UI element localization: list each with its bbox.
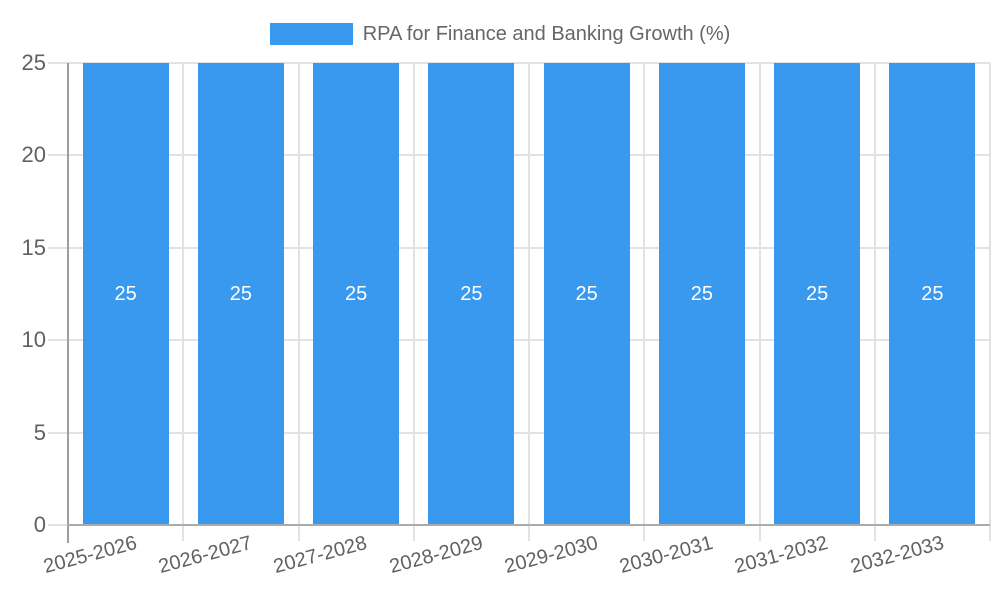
bar-value-label: 25: [921, 282, 944, 305]
gridline-vertical: [182, 63, 185, 541]
bar: 25: [82, 63, 169, 525]
y-axis-tick-label: 10: [21, 327, 46, 353]
gridline-vertical: [643, 63, 646, 541]
y-axis-tick-label: 20: [21, 142, 46, 168]
bar: 25: [428, 63, 515, 525]
bar-value-label: 25: [806, 282, 829, 305]
legend: RPA for Finance and Banking Growth (%): [0, 21, 1000, 47]
gridline-horizontal: [48, 431, 990, 434]
x-axis-tick-label: 2032-2033: [847, 532, 947, 579]
gridline-vertical: [297, 63, 300, 541]
x-axis-line: [67, 524, 990, 526]
bar: 25: [889, 63, 976, 525]
bar-value-label: 25: [460, 282, 483, 305]
bar: 25: [543, 63, 630, 525]
gridline-vertical: [758, 63, 761, 541]
x-axis-tick-label: 2028-2029: [386, 532, 486, 579]
gridline-vertical: [528, 63, 530, 541]
bar-value-label: 25: [575, 282, 598, 305]
gridline-vertical: [989, 63, 991, 541]
y-axis-tick-label: 5: [33, 419, 46, 445]
x-axis-tick-label: 2031-2032: [732, 532, 831, 579]
bar-value-label: 25: [345, 282, 368, 305]
gridline-horizontal: [48, 246, 990, 249]
bar-value-label: 25: [690, 282, 713, 305]
legend-label: RPA for Finance and Banking Growth (%): [362, 22, 731, 45]
gridline-horizontal: [48, 154, 990, 157]
x-axis-tick-label: 2029-2030: [502, 532, 601, 579]
x-axis-tick-label: 2027-2028: [271, 532, 370, 579]
bar: 25: [313, 63, 400, 525]
bar: 25: [774, 63, 861, 525]
y-axis-line: [67, 63, 69, 543]
gridline-vertical: [873, 63, 876, 541]
bar: 25: [197, 63, 284, 525]
gridline-horizontal: [48, 339, 990, 342]
x-axis-tick-label: 2026-2027: [156, 532, 255, 579]
y-axis-tick-label: 15: [21, 234, 46, 260]
bar: 25: [658, 63, 745, 525]
bar-value-label: 25: [114, 282, 137, 305]
y-axis-tick-label: 0: [33, 512, 46, 537]
x-axis-tick-label: 2030-2031: [617, 532, 716, 579]
legend-swatch: [269, 23, 353, 45]
bar-value-label: 25: [229, 282, 252, 305]
y-tick-mark: [48, 524, 68, 526]
y-axis-tick-label: 25: [21, 50, 46, 75]
gridline-horizontal: [48, 62, 990, 64]
x-axis-tick-label: 2025-2026: [41, 532, 140, 579]
gridline-vertical: [412, 63, 415, 541]
